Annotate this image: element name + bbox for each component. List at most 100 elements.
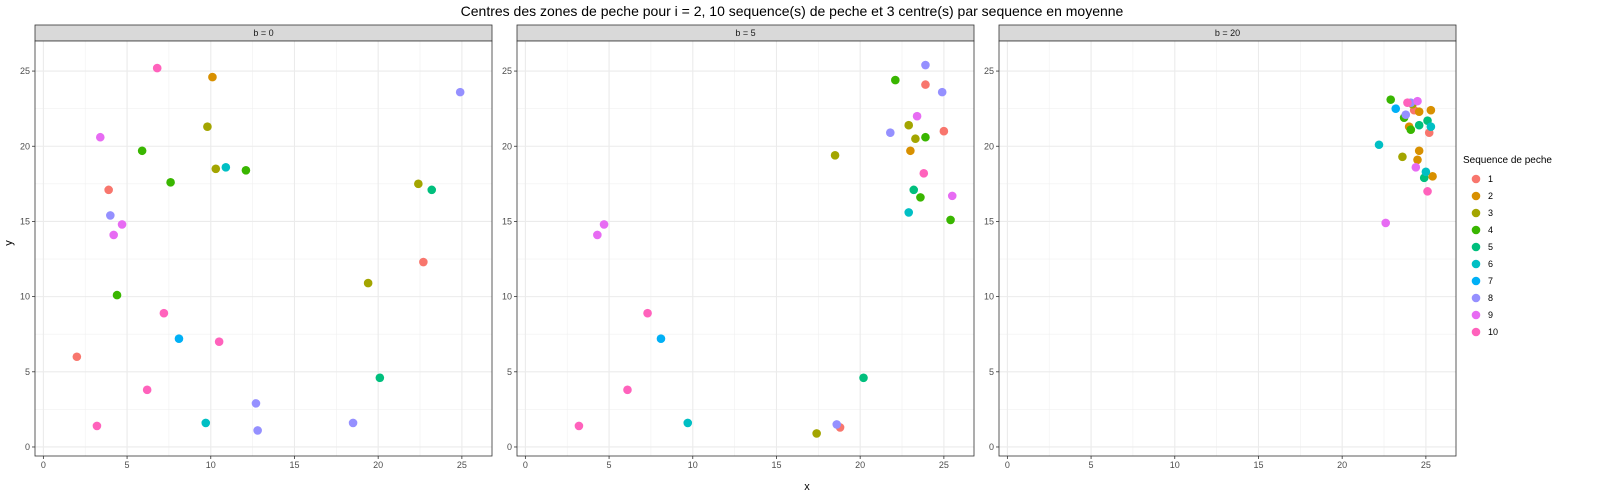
point-seq-4: [137, 146, 147, 156]
legend-key: [1471, 276, 1481, 286]
legend-label: 7: [1488, 276, 1493, 286]
x-tick-label: 10: [688, 460, 698, 470]
y-tick-label: 5: [507, 367, 512, 377]
legend-key: [1471, 242, 1481, 252]
x-tick-label: 5: [125, 460, 130, 470]
legend-key: [1471, 225, 1481, 235]
legend-title: Sequence de peche: [1463, 155, 1552, 166]
point-seq-1: [921, 80, 930, 89]
legend-label: 8: [1488, 293, 1493, 303]
x-tick-label: 25: [939, 460, 949, 470]
point-seq-4: [1406, 125, 1416, 135]
major-gridlines: [517, 41, 974, 456]
point-seq-4: [112, 290, 122, 300]
point-seq-2: [208, 72, 217, 82]
point-seq-10: [574, 421, 584, 431]
point-seq-10: [92, 421, 102, 431]
point-seq-6: [904, 208, 914, 217]
legend-entries: 1 2 3 4 5 6 7 8 9 10: [1471, 174, 1498, 337]
point-seq-10: [159, 308, 169, 318]
x-tick-label: 5: [1089, 460, 1094, 470]
legend-key: [1471, 327, 1481, 337]
points: [574, 60, 957, 438]
y-tick-label: 5: [25, 367, 30, 377]
point-seq-6: [1426, 122, 1436, 132]
point-seq-2: [906, 146, 915, 156]
legend-item-10: 10: [1471, 327, 1498, 337]
point-seq-5: [1414, 120, 1424, 130]
point-seq-3: [812, 429, 821, 438]
plot-area: [35, 41, 492, 456]
y-tick-label: 5: [989, 367, 994, 377]
point-seq-1: [72, 352, 82, 362]
point-seq-8: [921, 60, 930, 70]
y-tick-label: 0: [507, 442, 512, 452]
x-tick-label: 0: [1005, 460, 1010, 470]
legend-item-4: 4: [1471, 225, 1493, 235]
legend-key: [1471, 259, 1481, 269]
point-seq-2: [1413, 155, 1422, 165]
panel-3: b = 20 0 5 10 15 20 25 0 5 10 15 20 25: [984, 24, 1457, 470]
point-seq-3: [203, 122, 212, 132]
point-seq-8: [937, 87, 947, 97]
legend-label: 1: [1488, 174, 1493, 184]
x-tick-label: 15: [289, 460, 299, 470]
y-tick-label: 0: [989, 442, 994, 452]
legend-item-6: 6: [1471, 259, 1493, 269]
point-seq-10: [152, 63, 162, 73]
point-seq-6: [1374, 140, 1384, 150]
point-seq-6: [1421, 167, 1431, 177]
x-tick-label: 20: [1337, 460, 1347, 470]
panel-border: [998, 40, 1457, 457]
legend-key: [1471, 293, 1481, 303]
major-gridlines: [35, 41, 492, 456]
point-seq-10: [142, 385, 152, 395]
legend-item-7: 7: [1471, 276, 1493, 286]
y-axis-title: y: [3, 240, 15, 246]
point-seq-10: [919, 169, 929, 178]
point-seq-9: [912, 111, 922, 121]
y-tick-label: 10: [984, 292, 994, 302]
point-seq-1: [104, 185, 113, 195]
point-seq-9: [593, 230, 602, 240]
legend-label: 2: [1488, 191, 1493, 201]
major-gridlines: [999, 41, 1456, 456]
x-tick-label: 15: [1253, 460, 1263, 470]
point-seq-10: [1403, 98, 1412, 107]
legend-label: 6: [1488, 259, 1493, 269]
legend-item-5: 5: [1471, 242, 1493, 252]
point-seq-8: [253, 426, 262, 435]
x-tick-label: 0: [523, 460, 528, 470]
legend-item-1: 1: [1471, 174, 1493, 184]
chart-title: Centres des zones de peche pour i = 2, 1…: [461, 3, 1124, 19]
panel-border: [34, 40, 493, 457]
x-tick-label: 20: [855, 460, 865, 470]
point-seq-10: [623, 385, 632, 395]
point-seq-5: [859, 373, 868, 383]
points: [1374, 95, 1437, 228]
x-tick-label: 25: [457, 460, 467, 470]
y-tick-label: 10: [502, 292, 512, 302]
point-seq-7: [656, 334, 666, 344]
point-seq-7: [174, 334, 184, 344]
point-seq-9: [1413, 96, 1422, 106]
y-tick-label: 15: [502, 216, 512, 226]
legend-label: 4: [1488, 225, 1493, 235]
point-seq-3: [911, 134, 920, 144]
panel-2: b = 5 0 5 10 15 20 25 0 5 10 15 20 25: [502, 24, 975, 470]
point-seq-3: [363, 278, 373, 288]
point-seq-4: [946, 215, 955, 225]
point-seq-2: [1414, 107, 1424, 116]
point-seq-6: [683, 418, 693, 428]
y-tick-label: 0: [25, 442, 30, 452]
point-seq-4: [241, 166, 251, 175]
legend-item-3: 3: [1471, 208, 1493, 218]
point-seq-8: [106, 211, 115, 220]
panel-1: b = 0 0 5 10 15 20 25 0 5 10 15 20 25: [20, 24, 493, 470]
point-seq-4: [921, 132, 930, 142]
point-seq-4: [916, 193, 925, 202]
legend-item-8: 8: [1471, 293, 1493, 303]
plot-area: [999, 41, 1456, 456]
point-seq-2: [1428, 172, 1437, 181]
point-seq-7: [1391, 104, 1401, 113]
